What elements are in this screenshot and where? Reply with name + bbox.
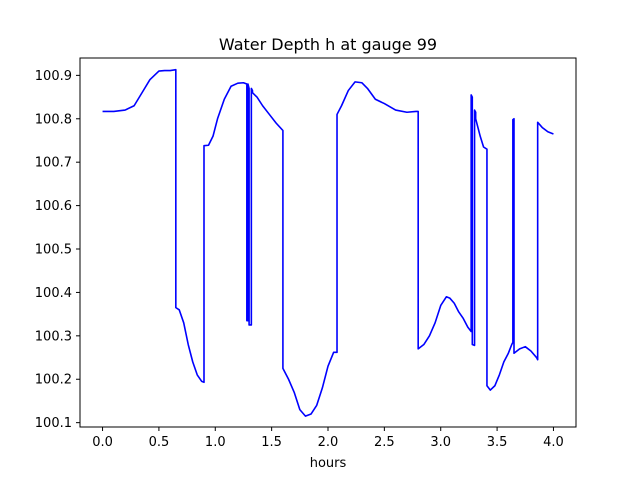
y-tick-label: 100.5: [35, 243, 72, 258]
y-tick-label: 100.2: [35, 373, 72, 388]
y-tick-label: 100.9: [35, 69, 72, 84]
y-tick-label: 100.6: [35, 199, 72, 214]
x-tick-label: 0.5: [149, 435, 170, 450]
y-tick-label: 100.7: [35, 156, 72, 171]
x-tick-label: 0.0: [92, 435, 113, 450]
y-tick-label: 100.3: [35, 329, 72, 344]
x-tick-label: 2.0: [318, 435, 339, 450]
series-line-0: [102, 68, 554, 417]
x-tick-label: 3.0: [430, 435, 451, 450]
x-tick-label: 4.0: [543, 435, 564, 450]
y-tick-label: 100.8: [35, 112, 72, 127]
x-tick-label: 1.0: [205, 435, 226, 450]
y-tick-label: 100.4: [35, 286, 72, 301]
chart-title: Water Depth h at gauge 99: [219, 35, 437, 54]
plot-layer: [102, 68, 554, 417]
x-tick-label: 1.5: [261, 435, 282, 450]
y-tick-label: 100.1: [35, 416, 72, 431]
y-axis: 100.1 100.2 100.3 100.4 100.5 100.6 100.7 100.8…: [35, 69, 80, 431]
x-tick-label: 3.5: [487, 435, 508, 450]
x-tick-label: 2.5: [374, 435, 395, 450]
x-axis: 0.0 0.5 1.0 1.5 2.0 2.5 3.0 3.5 4.0: [92, 427, 564, 450]
x-axis-label: hours: [310, 456, 347, 471]
